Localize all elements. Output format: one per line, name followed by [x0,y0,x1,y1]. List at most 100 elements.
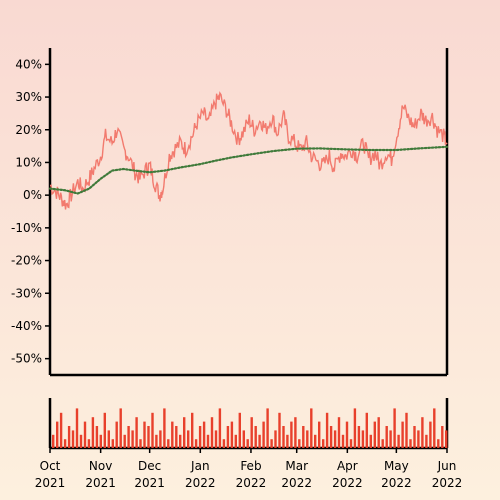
x-tick-label-month: Feb [240,459,261,473]
volume-bar [71,430,75,448]
volume-bar [202,421,206,448]
volume-bar [63,439,67,448]
y-tick-label: -30% [11,286,42,300]
volume-bar [163,408,166,448]
volume-bar [337,417,341,448]
x-tick-label-year: 2022 [332,476,363,490]
volume-bar [226,426,230,448]
volume-bar [107,430,110,448]
x-tick-label-year: 2022 [185,476,216,490]
volume-bar [254,426,257,448]
volume-bar [111,439,114,448]
y-tick-label: 10% [15,155,42,169]
volume-bar [139,439,142,448]
volume-bar [135,417,138,448]
y-tick-label: -20% [11,254,42,268]
volume-bar [365,412,368,448]
volume-bar [143,421,146,448]
volume-bar [377,417,380,448]
y-tick-layer: 40% 30% 20% 10% 0% -10% -20% -30% -40% -50% [11,57,50,366]
x-tick-label-year: 2021 [134,476,165,490]
volume-bar [187,430,190,448]
volume-bar [230,421,234,448]
volume-bar [238,412,241,448]
volume-bar [322,439,325,448]
x-tick-label-month: Jun [437,459,457,473]
volume-bar [318,421,321,448]
series-layer [48,91,449,210]
volume-bar [155,434,158,448]
volume-bar [385,426,388,448]
y-tick-label: -40% [11,319,42,333]
volume-bar [389,430,392,448]
volume-bar [159,430,162,448]
x-tick-label-month: Oct [40,459,61,473]
volume-bar [179,434,182,448]
y-tick-label: 30% [15,90,42,104]
volume-bar [123,434,126,448]
volume-bar [210,417,214,448]
x-tick-label-year: 2021 [85,476,116,490]
volume-bar [393,408,396,448]
volume-layer [52,408,448,448]
volume-bar [191,412,194,448]
moving-average-line [48,145,449,195]
volume-bar [298,439,301,448]
volume-bar [79,434,83,448]
x-tick-label-month: Apr [337,459,358,473]
volume-bar [56,421,59,448]
volume-bar [270,439,273,448]
volume-bar [333,430,337,448]
volume-bar [119,408,122,448]
x-tick-label-year: 2022 [236,476,267,490]
volume-bar [421,417,424,448]
x-tick-label-month: Jan [190,459,210,473]
volume-bar [151,412,154,448]
volume-bar [286,434,289,448]
y-tick-label: -10% [11,221,42,235]
volume-bar [397,434,400,448]
volume-bar [274,430,277,448]
volume-bar [52,434,55,448]
volume-bar [258,434,261,448]
volume-bar [95,426,99,448]
volume-bar [349,439,353,448]
volume-bar [433,408,436,448]
volume-bar [250,417,253,448]
volume-bar [429,421,432,448]
y-tick-label: 20% [15,123,42,137]
volume-bar [242,430,245,448]
x-tick-label-month: Dec [138,459,161,473]
volume-bar [183,417,186,448]
volume-bar [234,434,237,448]
x-tick-label-year: 2021 [35,476,66,490]
volume-bar [99,434,102,448]
volume-bar [206,434,210,448]
volume-bar [329,426,333,448]
volume-bar [91,417,95,448]
volume-bar [278,412,281,448]
volume-bar [417,430,420,448]
volume-bar [262,421,265,448]
volume-bar [59,412,63,448]
volume-bar [175,426,178,448]
volume-bar [437,439,440,448]
volume-bar [147,426,150,448]
volume-bar [222,439,226,448]
volume-bar [345,421,349,448]
volume-bar [314,434,317,448]
volume-bar [373,421,376,448]
volume-bar [67,426,71,448]
volume-bar [425,434,428,448]
volume-bar [87,439,91,448]
main-plot-axes [48,48,449,450]
volume-bar [103,412,106,448]
volume-bar [401,421,404,448]
volume-bar [369,434,372,448]
volume-bar [218,408,222,448]
x-tick-label-year: 2022 [381,476,412,490]
volume-bar [282,426,285,448]
x-tick-layer: Oct 2021 Nov 2021 Dec 2021 Jan 2022 Feb 2022 Mar 20… [35,448,462,490]
volume-bar [409,439,412,448]
